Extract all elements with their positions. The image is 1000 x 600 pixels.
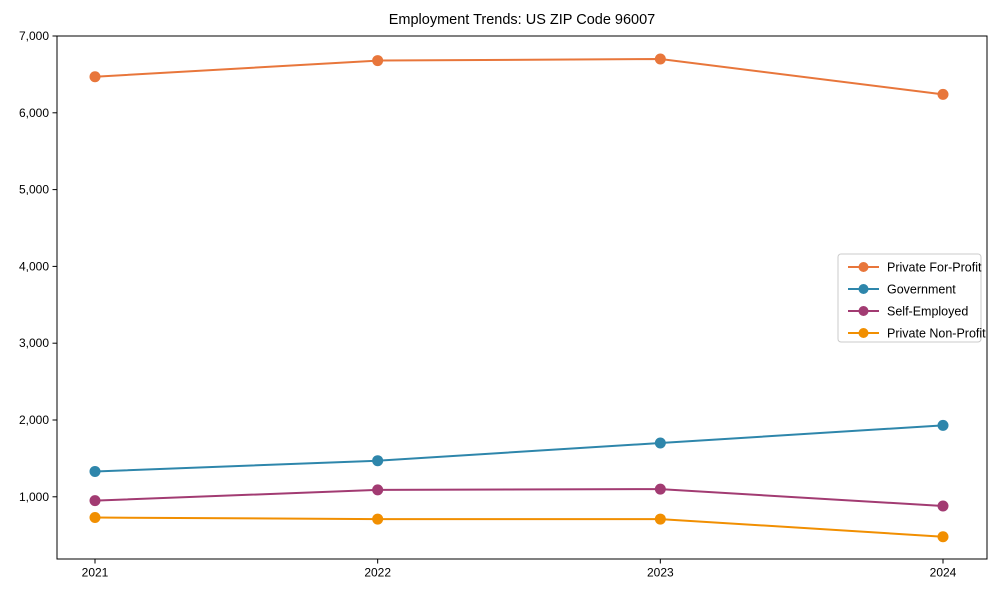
x-axis-tick-label: 2021 <box>82 566 109 580</box>
y-axis-tick-label: 2,000 <box>19 413 49 427</box>
data-point-marker-private-for-profit <box>372 55 384 67</box>
x-axis-tick-label: 2022 <box>364 566 391 580</box>
chart-title: Employment Trends: US ZIP Code 96007 <box>389 12 656 28</box>
data-point-marker-private-for-profit <box>654 53 666 65</box>
data-point-marker-private-for-profit <box>89 71 101 83</box>
data-point-marker-government <box>372 455 384 467</box>
y-axis-tick-label: 6,000 <box>19 106 49 120</box>
legend-label-self-employed: Self-Employed <box>887 305 968 319</box>
series-line-private-for-profit <box>94 58 944 96</box>
legend-label-government: Government <box>887 283 956 297</box>
series-line-self-employed <box>94 488 944 508</box>
x-axis-tick-label: 2023 <box>647 566 674 580</box>
series-line-government <box>94 424 944 473</box>
y-axis-tick-label: 5,000 <box>19 183 49 197</box>
x-axis-tick-label: 2024 <box>930 566 957 580</box>
legend-label-private-non-profit: Private Non-Profit <box>887 327 986 341</box>
series-line-private-non-profit <box>94 516 944 538</box>
legend-label-private-for-profit: Private For-Profit <box>887 261 982 275</box>
data-point-marker-self-employed <box>937 500 949 512</box>
data-point-marker-private-for-profit <box>937 88 949 100</box>
y-axis-tick-label: 7,000 <box>19 29 49 43</box>
data-point-marker-private-non-profit <box>937 531 949 543</box>
data-point-marker-self-employed <box>654 483 666 495</box>
legend-box <box>837 253 982 343</box>
data-point-marker-private-non-profit <box>372 513 384 525</box>
y-axis-tick-label: 4,000 <box>19 259 49 273</box>
data-point-marker-government <box>654 437 666 449</box>
legend-marker-dot-private-non-profit <box>858 328 869 338</box>
legend-marker-dot-government <box>858 284 869 294</box>
y-axis-tick-label: 3,000 <box>19 336 49 350</box>
data-point-marker-government <box>937 419 949 431</box>
plot-border <box>56 35 988 560</box>
data-point-marker-self-employed <box>372 484 384 496</box>
data-point-marker-private-non-profit <box>89 512 101 524</box>
data-point-marker-government <box>89 465 101 477</box>
data-point-marker-private-non-profit <box>654 513 666 525</box>
legend-marker-dot-self-employed <box>858 306 869 316</box>
legend-marker-dot-private-for-profit <box>858 262 869 272</box>
y-axis-tick-label: 1,000 <box>19 490 49 504</box>
data-point-marker-self-employed <box>89 495 101 507</box>
